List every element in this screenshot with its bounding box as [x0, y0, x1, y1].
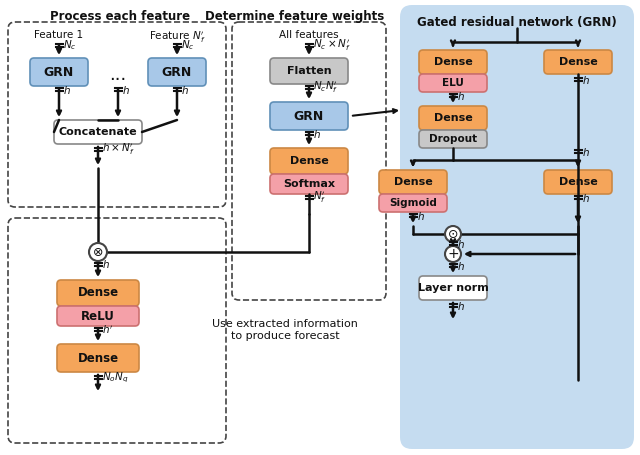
- Text: Feature 1: Feature 1: [35, 30, 84, 40]
- FancyBboxPatch shape: [57, 280, 139, 306]
- Text: $h$: $h$: [582, 74, 590, 86]
- FancyBboxPatch shape: [57, 306, 139, 326]
- FancyBboxPatch shape: [270, 58, 348, 84]
- Text: Dense: Dense: [559, 177, 597, 187]
- FancyBboxPatch shape: [30, 58, 88, 86]
- FancyBboxPatch shape: [270, 102, 348, 130]
- Text: Use extracted information
to produce forecast: Use extracted information to produce for…: [212, 319, 358, 341]
- Text: Process each feature: Process each feature: [50, 10, 190, 23]
- FancyBboxPatch shape: [419, 106, 487, 130]
- Text: GRN: GRN: [162, 66, 192, 79]
- Text: $h$: $h$: [457, 259, 465, 272]
- Text: Determine feature weights: Determine feature weights: [205, 10, 385, 23]
- Text: $\otimes$: $\otimes$: [92, 246, 104, 258]
- FancyBboxPatch shape: [544, 50, 612, 74]
- Text: ···: ···: [109, 71, 127, 89]
- Text: Dense: Dense: [77, 287, 118, 299]
- Text: $h$: $h$: [417, 209, 425, 222]
- Text: Softmax: Softmax: [283, 179, 335, 189]
- Text: Concatenate: Concatenate: [59, 127, 138, 137]
- FancyBboxPatch shape: [379, 170, 447, 194]
- FancyBboxPatch shape: [544, 170, 612, 194]
- FancyBboxPatch shape: [54, 120, 142, 144]
- Text: $h$: $h$: [122, 84, 130, 96]
- Circle shape: [89, 243, 107, 261]
- FancyBboxPatch shape: [419, 276, 487, 300]
- Text: GRN: GRN: [294, 110, 324, 122]
- Text: Dropout: Dropout: [429, 134, 477, 144]
- Text: $N_c$: $N_c$: [63, 39, 77, 52]
- Text: Dense: Dense: [290, 156, 328, 166]
- FancyBboxPatch shape: [57, 344, 139, 372]
- Text: GRN: GRN: [44, 66, 74, 79]
- Text: $h$: $h$: [313, 127, 321, 140]
- FancyBboxPatch shape: [270, 148, 348, 174]
- Text: Dense: Dense: [77, 352, 118, 364]
- FancyBboxPatch shape: [400, 5, 634, 449]
- Text: Sigmoid: Sigmoid: [389, 198, 437, 208]
- Text: $\odot$: $\odot$: [447, 228, 459, 241]
- FancyBboxPatch shape: [270, 174, 348, 194]
- Text: Layer norm: Layer norm: [418, 283, 488, 293]
- Text: $h$: $h$: [582, 146, 590, 157]
- Text: $h$: $h$: [181, 84, 189, 96]
- Text: $N_c \times N_f'$: $N_c \times N_f'$: [313, 38, 351, 53]
- Text: ReLU: ReLU: [81, 309, 115, 323]
- FancyBboxPatch shape: [148, 58, 206, 86]
- Text: ELU: ELU: [442, 78, 464, 88]
- Text: $h'$: $h'$: [102, 324, 113, 336]
- Text: $N_f'$: $N_f'$: [313, 190, 326, 205]
- Text: $h$: $h$: [102, 258, 110, 271]
- Text: $h$: $h$: [457, 299, 465, 312]
- Text: Flatten: Flatten: [287, 66, 332, 76]
- FancyBboxPatch shape: [379, 194, 447, 212]
- Text: $h$: $h$: [582, 192, 590, 203]
- Text: Gated residual network (GRN): Gated residual network (GRN): [417, 16, 617, 29]
- FancyBboxPatch shape: [419, 50, 487, 74]
- Text: Dense: Dense: [434, 113, 472, 123]
- FancyBboxPatch shape: [419, 130, 487, 148]
- Text: All features: All features: [279, 30, 339, 40]
- Text: $h \times N_f'$: $h \times N_f'$: [102, 142, 134, 157]
- Text: Dense: Dense: [434, 57, 472, 67]
- Circle shape: [445, 226, 461, 242]
- Text: $h$: $h$: [63, 84, 71, 96]
- Text: Dense: Dense: [394, 177, 433, 187]
- Text: $+$: $+$: [447, 247, 459, 261]
- Text: $h$: $h$: [457, 90, 465, 101]
- Text: Dense: Dense: [559, 57, 597, 67]
- Text: Feature $N_f'$: Feature $N_f'$: [148, 30, 205, 46]
- Circle shape: [445, 246, 461, 262]
- FancyBboxPatch shape: [419, 74, 487, 92]
- Text: $h$: $h$: [457, 238, 465, 249]
- Text: $N_o N_q$: $N_o N_q$: [102, 370, 129, 384]
- Text: $N_c N_f'$: $N_c N_f'$: [313, 80, 339, 95]
- Text: $N_c$: $N_c$: [181, 39, 195, 52]
